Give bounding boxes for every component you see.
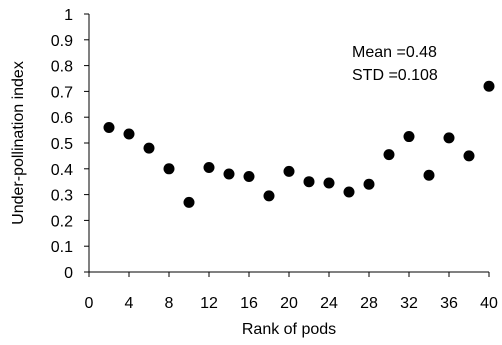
- data-point: [343, 186, 355, 198]
- x-tick-label: 36: [440, 295, 458, 312]
- x-tick-label: 0: [85, 295, 94, 312]
- x-tick-label: 16: [240, 295, 258, 312]
- data-point: [363, 178, 375, 190]
- y-tick-label: 0.1: [51, 239, 73, 256]
- data-point: [223, 168, 235, 180]
- y-tick-label: 0.3: [51, 188, 73, 205]
- y-tick-label: 0.2: [51, 213, 73, 230]
- y-tick-label: 0: [64, 265, 73, 282]
- y-tick-label: 0.5: [51, 136, 73, 153]
- x-tick-label: 40: [480, 295, 498, 312]
- data-point: [483, 80, 495, 92]
- data-point: [283, 165, 295, 177]
- data-point: [203, 162, 215, 174]
- data-point: [183, 196, 195, 208]
- x-tick-label: 24: [320, 295, 338, 312]
- std-annotation: STD =0.108: [352, 67, 438, 84]
- x-tick-label: 8: [165, 295, 174, 312]
- x-tick-label: 12: [200, 295, 218, 312]
- data-point: [303, 176, 315, 188]
- y-tick-label: 0.9: [51, 33, 73, 50]
- data-point: [103, 122, 115, 134]
- x-axis-title: Rank of pods: [242, 321, 336, 338]
- data-point: [423, 169, 435, 181]
- data-point: [143, 142, 155, 154]
- y-axis-ticks: 0 0.1 0.2 0.3 0.4 0.5 0.6 0.7 0.8 0.9 1: [51, 7, 89, 282]
- x-tick-label: 32: [400, 295, 418, 312]
- x-tick-label: 28: [360, 295, 378, 312]
- data-point: [243, 171, 255, 183]
- y-tick-label: 1: [64, 7, 73, 24]
- data-points: [103, 80, 495, 208]
- y-tick-label: 0.4: [51, 162, 73, 179]
- y-tick-label: 0.7: [51, 84, 73, 101]
- data-point: [323, 177, 335, 189]
- x-tick-label: 4: [125, 295, 134, 312]
- y-tick-label: 0.8: [51, 59, 73, 76]
- data-point: [163, 163, 175, 175]
- data-point: [463, 150, 475, 162]
- y-axis-title: Under-pollination index: [10, 61, 27, 225]
- x-tick-label: 20: [280, 295, 298, 312]
- data-point: [263, 190, 275, 202]
- data-point: [403, 131, 415, 143]
- data-point: [123, 128, 135, 140]
- y-tick-label: 0.6: [51, 110, 73, 127]
- x-axis-ticks: 0 4 8 12 16 20 24 28 32 36 40: [85, 272, 498, 312]
- data-point: [443, 132, 455, 144]
- mean-annotation: Mean =0.48: [352, 44, 437, 61]
- data-point: [383, 149, 395, 161]
